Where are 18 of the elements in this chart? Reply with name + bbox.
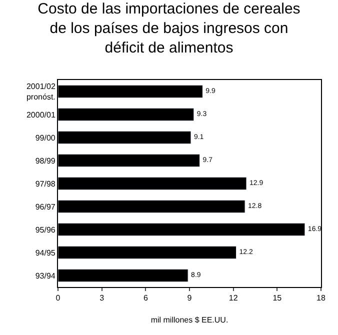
x-tick-label: 12 [228,294,238,303]
x-tick-label: 0 [56,294,61,303]
y-tick-label: 95/96 [35,225,56,234]
y-tick-label: 94/95 [35,248,56,258]
x-tick-label: 6 [143,294,148,303]
y-tick-label: 96/97 [35,202,56,212]
x-tick-label: 15 [272,294,282,303]
y-tick-label: 98/99 [35,156,56,166]
y-tick-label: 97/98 [35,179,56,188]
y-tick-label: 2001/02 pronóst. [26,82,56,102]
y-tick-label: 93/94 [35,271,56,280]
chart-title: Costo de las importaciones de cereales de los países de bajos ingresos con déficit de alimentos [38,0,300,56]
x-tick-label: 3 [100,294,105,303]
x-tick-label: 9 [187,294,192,303]
x-axis-title: mil millones $ EE.UU. [150,316,228,325]
x-tick-label: 18 [316,294,326,303]
y-tick-label: 2000/01 [26,110,56,120]
y-tick-label: 99/00 [35,133,56,142]
